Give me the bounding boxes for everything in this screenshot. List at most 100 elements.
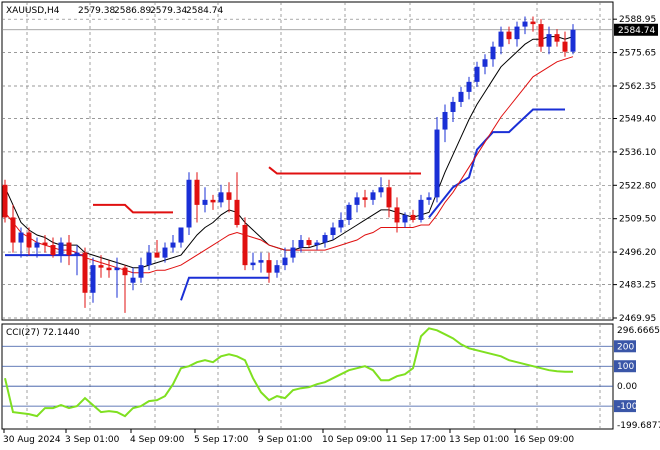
- candle-body: [218, 192, 224, 203]
- candle-body: [2, 184, 8, 218]
- price-tick-label: 2509.50: [619, 215, 656, 225]
- candle-body: [42, 242, 48, 246]
- candle-body: [98, 265, 104, 268]
- candle-body: [314, 242, 320, 246]
- candle-body: [114, 267, 120, 271]
- candle-body: [154, 252, 160, 258]
- price-axis[interactable]: 2588.95 2575.65 2562.35 2549.40 2536.10 2522.…: [613, 15, 658, 324]
- cci-axis: 296.6665 200 100 0.00 -100 -199.6877: [614, 326, 660, 431]
- header-symbol: XAUUSD,H4: [6, 6, 60, 16]
- time-tick-label: 9 Sep 01:00: [258, 435, 313, 445]
- time-tick-label: 3 Sep 01:00: [65, 435, 120, 445]
- candle-body: [378, 187, 384, 193]
- ma-slow-line: [4, 56, 574, 274]
- candle-body: [250, 262, 256, 266]
- candle-body: [274, 265, 280, 273]
- cci-panel-frame: [1, 323, 614, 430]
- candles: [2, 16, 576, 313]
- candle-body: [410, 214, 416, 220]
- time-tick-label: 30 Aug 2024: [3, 435, 61, 445]
- price-tick-label: 2469.95: [619, 314, 656, 324]
- time-tick-label: 13 Sep 01:00: [449, 435, 509, 445]
- candle-body: [82, 252, 88, 293]
- candle-body: [442, 111, 448, 130]
- cci-level-badge: [614, 340, 636, 353]
- candle-body: [418, 199, 424, 220]
- time-tick-label: 16 Sep 09:00: [514, 435, 574, 445]
- stop-level-line: [180, 276, 269, 301]
- header-close: 2584.74: [186, 6, 223, 16]
- candle-body: [242, 224, 248, 266]
- candle-body: [58, 242, 64, 256]
- candle-body: [26, 232, 32, 248]
- time-axis[interactable]: 30 Aug 2024 3 Sep 01:00 4 Sep 09:00 5 Sep 1…: [3, 429, 574, 445]
- cci-level-badge: [614, 360, 636, 373]
- time-tick-label: 10 Sep 09:00: [322, 435, 382, 445]
- candle-body: [146, 252, 152, 266]
- candle-body: [66, 242, 72, 256]
- candle-body: [34, 242, 40, 248]
- header-high: 2586.89: [114, 6, 151, 16]
- stop-level-line: [93, 203, 173, 214]
- price-tick-label: 2588.95: [619, 15, 656, 25]
- candle-body: [522, 21, 528, 27]
- candle-body: [306, 240, 312, 246]
- cci-line: [4, 327, 573, 418]
- price-tick-label: 2575.65: [619, 49, 656, 59]
- candle-body: [186, 179, 192, 228]
- candle-body: [458, 91, 464, 102]
- candle-body: [546, 34, 552, 47]
- candle-body: [130, 277, 136, 283]
- price-tick-label: 2536.10: [619, 148, 656, 158]
- candle-body: [322, 235, 328, 243]
- candle-body: [202, 199, 208, 205]
- candle-body: [122, 267, 128, 276]
- candle-body: [402, 214, 408, 223]
- time-tick-label: 4 Sep 09:00: [130, 435, 185, 445]
- candle-body: [170, 242, 176, 248]
- candle-body: [226, 192, 232, 200]
- candle-body: [562, 41, 568, 52]
- current-price-badge: [614, 23, 658, 36]
- cci-tick-label: 200: [617, 342, 634, 352]
- time-tick-label: 5 Sep 17:00: [194, 435, 249, 445]
- time-tick-label: 11 Sep 17:00: [386, 435, 446, 445]
- price-tick-label: 2549.40: [619, 115, 656, 125]
- candle-body: [498, 31, 504, 47]
- cci-tick-label: 296.6665: [617, 326, 660, 336]
- stop-level-line: [268, 166, 421, 175]
- candle-body: [530, 21, 536, 25]
- candle-body: [178, 227, 184, 243]
- candle-body: [106, 267, 112, 271]
- cci-level-badge: [614, 400, 636, 413]
- candle-body: [426, 197, 432, 200]
- candle-body: [370, 192, 376, 200]
- cci-tick-label: 0.00: [617, 382, 637, 392]
- candle-body: [466, 81, 472, 92]
- cci-indicator: [2, 327, 613, 418]
- moving-averages: [4, 36, 574, 274]
- candle-body: [434, 129, 440, 198]
- header-open: 2579.38: [78, 6, 115, 16]
- candle-body: [138, 265, 144, 278]
- candle-body: [386, 187, 392, 208]
- candle-body: [74, 252, 80, 256]
- candle-body: [346, 204, 352, 220]
- candle-body: [554, 34, 560, 42]
- price-tick-label: 2522.80: [619, 181, 656, 191]
- candle-body: [362, 197, 368, 200]
- candle-body: [298, 240, 304, 248]
- candle-body: [234, 199, 240, 225]
- candle-body: [162, 247, 168, 258]
- candle-body: [90, 265, 96, 293]
- candle-body: [258, 260, 264, 263]
- candle-body: [10, 217, 16, 243]
- candle-body: [50, 245, 56, 256]
- current-price-label: 2584.74: [618, 26, 655, 36]
- candle-body: [514, 26, 520, 40]
- cci-tick-label: -100: [617, 402, 638, 412]
- cci-tick-label: -199.6877: [617, 421, 660, 431]
- cci-tick-label: 100: [617, 362, 634, 372]
